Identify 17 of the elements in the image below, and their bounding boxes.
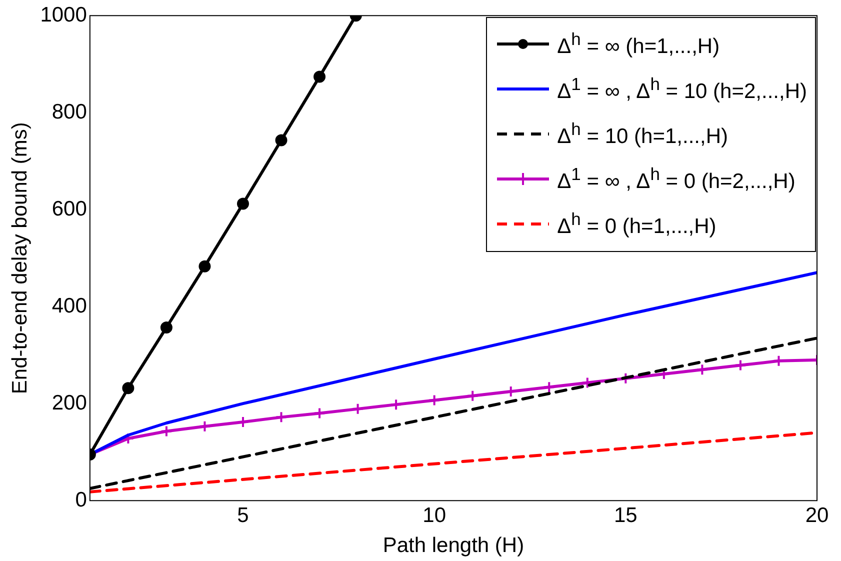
legend-label: Δ$^{h}$ = 10 (h=1,...,H) (557, 119, 728, 150)
y-tick-label: 0 (75, 488, 87, 512)
y-axis-title: End-to-end delay bound (ms) (8, 122, 32, 394)
y-tick-label: 400 (52, 294, 87, 318)
x-tick-label: 15 (614, 504, 638, 527)
x-tick-label: 5 (237, 504, 249, 527)
x-tick-label: 20 (805, 504, 829, 527)
legend-label: Δ$^{1}$ = ∞ , Δ$^{h}$ = 0 (h=2,...,H) (557, 164, 796, 194)
y-tick-label: 600 (52, 197, 87, 220)
legend-label: Δ$^{h}$ = 0 (h=1,...,H) (557, 209, 716, 240)
x-axis-title: Path length (H) (382, 534, 524, 558)
y-tick-label: 800 (52, 100, 87, 124)
legend-label: Δ$^{1}$ = ∞ , Δ$^{h}$ = 10 (h=2,...,H) (557, 74, 807, 104)
y-tick-label: 1000 (40, 3, 87, 26)
y-tick-label: 200 (52, 391, 87, 414)
legend-label: Δ$^{h}$ = ∞ (h=1,...,H) (557, 29, 720, 60)
x-tick-label: 10 (422, 504, 446, 527)
